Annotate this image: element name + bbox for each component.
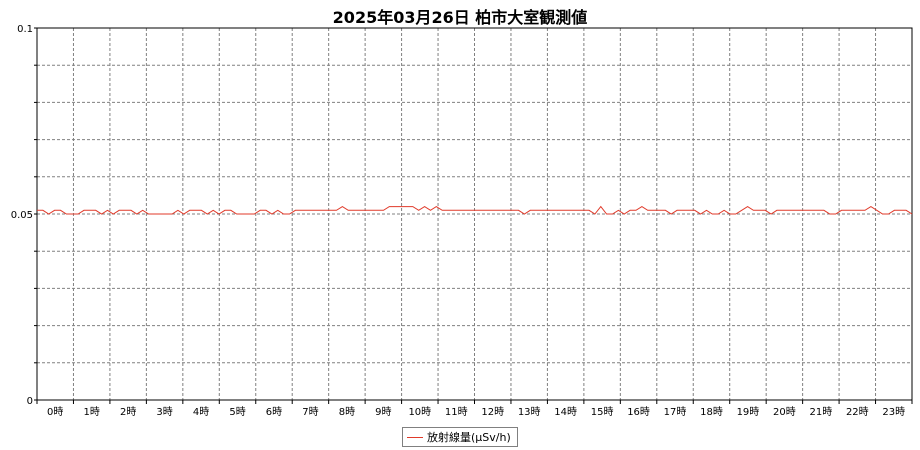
x-tick-label: 10時: [408, 406, 431, 418]
x-tick-label: 18時: [700, 406, 723, 418]
x-tick-label: 7時: [302, 406, 318, 418]
x-tick-label: 5時: [229, 406, 245, 418]
x-axis: 0時 1時 2時 3時 4時 5時 6時 7時 8時 9時 10時 11時 12時 13時 14時 15時 16…: [36, 400, 913, 418]
x-tick-label: 22時: [846, 406, 869, 418]
chart-title: 2025年03月26日 柏市大室観測値: [332, 8, 588, 27]
x-tick-label: 11時: [445, 406, 468, 418]
x-tick-label: 15時: [591, 406, 614, 418]
x-tick-label: 14時: [554, 406, 577, 418]
x-tick-label: 4時: [193, 406, 209, 418]
x-tick-label: 1時: [84, 406, 100, 418]
x-tick-label: 16時: [627, 406, 650, 418]
x-tick-label: 6時: [266, 406, 282, 418]
y-tick-label: 0.05: [11, 210, 33, 221]
y-tick-label: 0.1: [17, 24, 33, 35]
legend-label: 放射線量(μSv/h): [427, 431, 511, 444]
x-tick-label: 9時: [375, 406, 391, 418]
x-tick-label: 2時: [120, 406, 136, 418]
grid-layer: [37, 28, 912, 400]
y-axis: 0 0.05 0.1: [11, 24, 37, 407]
legend-swatch: [407, 436, 423, 438]
legend: 放射線量(μSv/h): [402, 427, 518, 447]
x-tick-label: 17時: [664, 406, 687, 418]
x-tick-label: 19時: [737, 406, 760, 418]
x-tick-label: 21時: [809, 406, 832, 418]
x-tick-label: 8時: [339, 406, 355, 418]
x-tick-label: 23時: [882, 406, 905, 418]
x-tick-label: 0時: [47, 406, 63, 418]
x-tick-label: 20時: [773, 406, 796, 418]
y-tick-label: 0: [27, 396, 33, 407]
x-tick-label: 3時: [156, 406, 172, 418]
series-line: [37, 205, 913, 215]
x-tick-label: 12時: [481, 406, 504, 418]
x-tick-label: 13時: [518, 406, 541, 418]
